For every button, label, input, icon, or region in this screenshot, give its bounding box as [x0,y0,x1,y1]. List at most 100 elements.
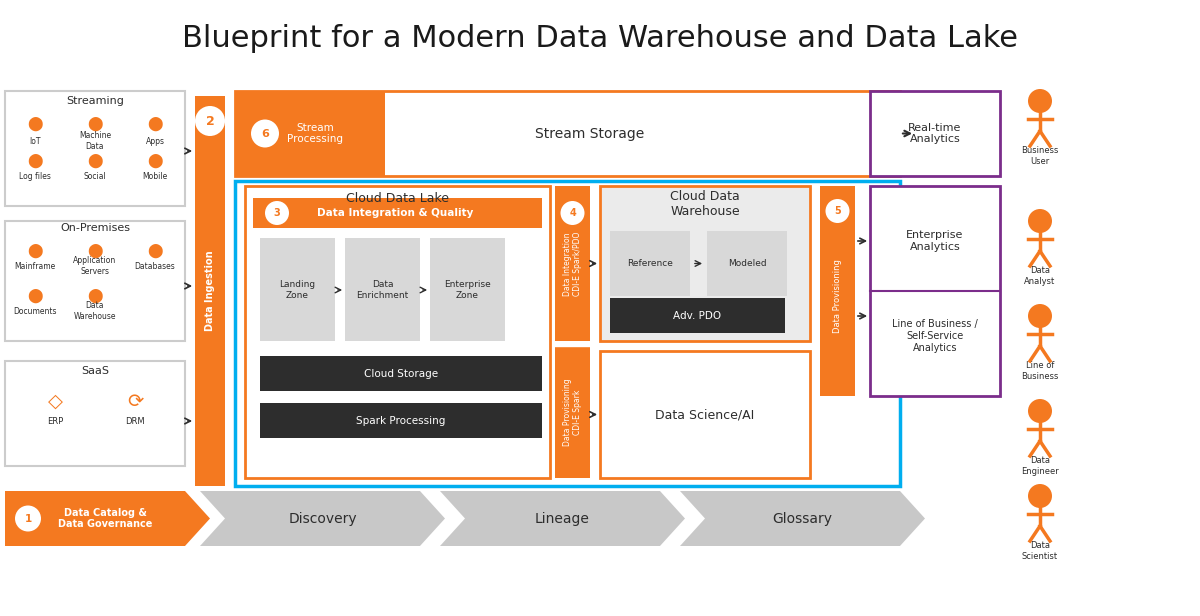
Text: Blueprint for a Modern Data Warehouse and Data Lake: Blueprint for a Modern Data Warehouse an… [182,23,1018,52]
Text: Glossary: Glossary [773,511,833,525]
Text: ⬤: ⬤ [28,154,43,168]
Text: Reference: Reference [628,259,673,268]
Text: Cloud Data
Warehouse: Cloud Data Warehouse [670,190,740,218]
Text: ⬤: ⬤ [28,289,43,303]
Polygon shape [5,491,210,546]
Bar [870,91,1000,176]
Bar [346,238,420,341]
Text: Stream
Processing: Stream Processing [287,123,343,144]
Text: Discovery: Discovery [288,511,356,525]
Text: Data
Scientist: Data Scientist [1022,541,1058,561]
Bar [235,91,385,176]
Bar [870,186,1000,396]
Bar [260,403,542,438]
Bar [554,346,590,478]
Circle shape [251,120,278,147]
Text: Streaming: Streaming [66,96,124,106]
Bar [5,361,185,466]
Text: ⬤: ⬤ [28,117,43,131]
Text: 2: 2 [205,115,215,128]
Text: Apps: Apps [145,137,164,145]
Text: Data Ingestion: Data Ingestion [205,251,215,331]
Text: Enterprise
Analytics: Enterprise Analytics [906,230,964,252]
Polygon shape [200,491,445,546]
Text: SaaS: SaaS [82,366,109,376]
Circle shape [1028,89,1052,113]
Text: 3: 3 [274,208,281,218]
Text: 6: 6 [262,129,269,139]
Text: Data
Engineer: Data Engineer [1021,456,1058,476]
Bar [707,231,787,296]
Text: ◇: ◇ [48,392,62,410]
Circle shape [826,199,850,223]
Text: Stream Storage: Stream Storage [535,126,644,140]
Text: Line of Business /
Self-Service
Analytics: Line of Business / Self-Service Analytic… [892,320,978,352]
Text: Line of
Business: Line of Business [1021,362,1058,381]
Text: Cloud Data Lake: Cloud Data Lake [346,192,449,205]
Text: ⬤: ⬤ [148,117,163,131]
Text: Application
Servers: Application Servers [73,256,116,276]
Bar [600,186,810,341]
Bar [194,96,226,486]
Text: Log files: Log files [19,171,50,180]
Text: Machine
Data: Machine Data [79,131,112,151]
Text: Data
Analyst: Data Analyst [1025,266,1056,286]
Text: IoT: IoT [29,137,41,145]
Text: ⬤: ⬤ [148,154,163,168]
Text: ⬤: ⬤ [28,244,43,258]
Text: On-Premises: On-Premises [60,223,130,233]
Circle shape [14,506,41,532]
Text: Data Science/AI: Data Science/AI [655,408,755,421]
Circle shape [194,106,226,136]
Circle shape [1028,209,1052,233]
Text: Data
Enrichment: Data Enrichment [356,280,409,300]
Text: Modeled: Modeled [727,259,767,268]
Text: ⬤: ⬤ [88,117,103,131]
Text: DRM: DRM [125,416,145,426]
Circle shape [560,201,584,225]
Circle shape [265,201,289,225]
Text: Data Provisioning
CDI-E Spark: Data Provisioning CDI-E Spark [563,378,582,446]
Text: ERP: ERP [47,416,64,426]
Circle shape [1028,304,1052,328]
Text: ⬤: ⬤ [148,244,163,258]
Bar [430,238,505,341]
Text: Data Integration
CDI-E Spark/PDO: Data Integration CDI-E Spark/PDO [563,232,582,296]
Text: Mobile: Mobile [143,171,168,180]
Polygon shape [680,491,925,546]
Text: Databases: Databases [134,262,175,270]
Text: Landing
Zone: Landing Zone [280,280,316,300]
Circle shape [1028,484,1052,508]
Text: Real-time
Analytics: Real-time Analytics [908,123,961,144]
Bar [610,231,690,296]
Text: Cloud Storage: Cloud Storage [364,368,438,378]
Bar [260,238,335,341]
Text: Mainframe: Mainframe [14,262,55,270]
Bar [554,186,590,341]
Bar [253,198,542,228]
Text: Social: Social [84,171,107,180]
Text: ⬤: ⬤ [88,154,103,168]
Text: Lineage: Lineage [535,511,590,525]
Text: Data Provisioning: Data Provisioning [833,259,842,333]
Text: ⟳: ⟳ [127,392,143,410]
Text: 5: 5 [834,206,841,216]
Polygon shape [440,491,685,546]
Text: Data Catalog &
Data Governance: Data Catalog & Data Governance [58,508,152,529]
Bar [235,91,900,176]
Text: 1: 1 [24,514,31,524]
Text: 4: 4 [569,208,576,218]
Text: Data
Warehouse: Data Warehouse [73,301,116,321]
Text: Enterprise
Zone: Enterprise Zone [444,280,491,300]
Bar [5,91,185,206]
Circle shape [1028,399,1052,423]
Text: ⬤: ⬤ [88,289,103,303]
Text: Adv. PDO: Adv. PDO [673,310,721,320]
Text: Documents: Documents [13,307,56,315]
Bar [5,221,185,341]
Bar [600,351,810,478]
Text: Data Integration & Quality: Data Integration & Quality [317,208,473,218]
Bar [245,186,550,478]
Text: Spark Processing: Spark Processing [356,416,445,426]
Bar [820,186,854,396]
